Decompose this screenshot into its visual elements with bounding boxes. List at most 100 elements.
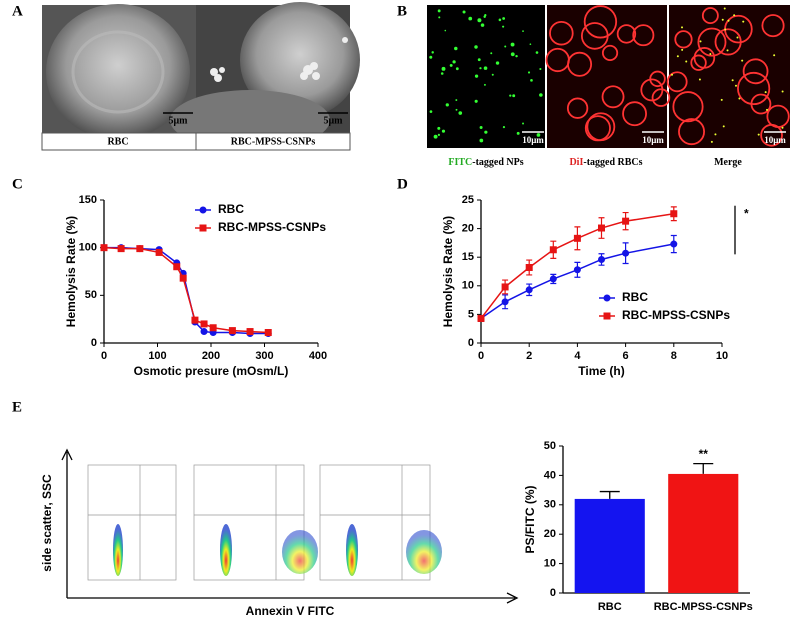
rbc-ring xyxy=(601,44,619,62)
np-dot xyxy=(685,60,688,63)
np-dot xyxy=(741,59,744,62)
np-dot xyxy=(504,45,507,48)
np-dot xyxy=(452,60,456,64)
legend-marker xyxy=(603,294,611,302)
y-tick-label: 50 xyxy=(544,440,556,452)
np-dot xyxy=(709,52,712,55)
y-tick-label: 10 xyxy=(462,280,474,292)
np-dot xyxy=(509,94,512,97)
np-dot xyxy=(474,99,478,103)
y-tick-label: 5 xyxy=(468,308,474,320)
np-dot xyxy=(454,46,458,51)
image-label: RBC-MPSS-CSNPs xyxy=(231,136,316,147)
image-caption: Merge xyxy=(714,157,742,168)
flow-y-label: side scatter, SSC xyxy=(40,474,54,572)
np-dot xyxy=(733,14,736,17)
np-dot xyxy=(539,67,542,71)
rbc-ring xyxy=(693,47,716,69)
scale-label: 10μm xyxy=(764,135,786,145)
rbc-ring xyxy=(678,118,705,146)
x-axis-label: Time (h) xyxy=(578,364,624,378)
x-tick-label: 200 xyxy=(202,350,220,362)
legend-marker xyxy=(603,312,611,320)
marker xyxy=(598,255,605,263)
np-dot xyxy=(479,126,483,130)
y-tick-label: 40 xyxy=(544,469,556,481)
bar xyxy=(668,473,739,593)
np-dot xyxy=(773,54,776,57)
marker xyxy=(200,320,208,328)
caption-highlight: DiI xyxy=(569,157,583,168)
np-dot xyxy=(429,110,433,113)
legend-label: RBC-MPSS-CSNPs xyxy=(622,308,730,322)
np-dot xyxy=(530,79,533,82)
rbc-ring xyxy=(742,58,769,85)
np-dot xyxy=(455,67,459,71)
np-dot xyxy=(484,130,488,134)
scale-label: 10μm xyxy=(642,135,664,145)
np-dot xyxy=(437,9,441,13)
rbc-ring xyxy=(701,7,719,25)
np-dot xyxy=(490,52,493,55)
np-dot xyxy=(720,98,723,101)
marker xyxy=(200,328,208,336)
marker xyxy=(264,329,272,337)
marker xyxy=(573,266,581,274)
np-dot xyxy=(764,91,767,94)
marker xyxy=(549,275,557,283)
rbc-ring xyxy=(632,24,655,47)
np-dot xyxy=(723,7,726,10)
np-dot xyxy=(462,10,466,14)
np-dot xyxy=(441,66,446,71)
np-dot xyxy=(483,83,486,86)
legend-marker xyxy=(199,224,207,232)
y-tick-label: 0 xyxy=(550,587,556,599)
marker xyxy=(501,298,509,306)
np-dot xyxy=(479,138,484,143)
np-dot xyxy=(441,129,446,133)
np-dot xyxy=(529,43,532,46)
y-axis-label: PS/FITC (%) xyxy=(523,485,537,553)
np-dot xyxy=(502,25,505,28)
rbc-ring xyxy=(640,78,664,102)
y-tick-label: 30 xyxy=(544,499,556,511)
scale-label: 5μm xyxy=(169,115,189,126)
np-dot xyxy=(522,30,524,32)
legend-marker xyxy=(199,206,207,214)
y-axis-label: Hemolysis Rate (%) xyxy=(64,216,78,327)
image-label: RBC xyxy=(107,136,128,147)
np-dot xyxy=(437,126,441,130)
marker xyxy=(525,286,533,294)
np-dot xyxy=(512,94,516,98)
rbc-ring xyxy=(549,20,574,46)
caption-highlight: FITC xyxy=(448,157,472,168)
series-line xyxy=(480,212,674,319)
np-dot xyxy=(736,36,739,39)
marker xyxy=(622,217,630,225)
np-dot xyxy=(698,78,701,81)
y-axis-label: Hemolysis Rate (%) xyxy=(441,216,455,327)
np-dot xyxy=(681,26,684,29)
x-tick-label: 300 xyxy=(255,350,273,362)
np-dot xyxy=(699,40,702,43)
marker xyxy=(598,224,605,232)
x-tick-label: 0 xyxy=(101,350,107,362)
np-dot xyxy=(726,49,729,52)
np-dot xyxy=(671,73,674,76)
np-dot xyxy=(510,52,515,57)
marker xyxy=(573,234,581,242)
flow-plots xyxy=(61,448,519,604)
np-dot xyxy=(724,28,727,31)
marker xyxy=(477,314,485,322)
np-dot xyxy=(449,63,453,67)
marker xyxy=(117,245,125,253)
np-dot xyxy=(458,111,463,115)
marker xyxy=(228,327,236,335)
panel-label: D xyxy=(397,176,408,192)
rbc-ring xyxy=(601,85,625,109)
caption-text: -tagged NPs xyxy=(472,157,523,168)
np-dot xyxy=(445,103,449,107)
significance-label: ** xyxy=(699,447,709,461)
x-tick-label: RBC-MPSS-CSNPs xyxy=(654,601,753,613)
marker xyxy=(136,245,144,253)
